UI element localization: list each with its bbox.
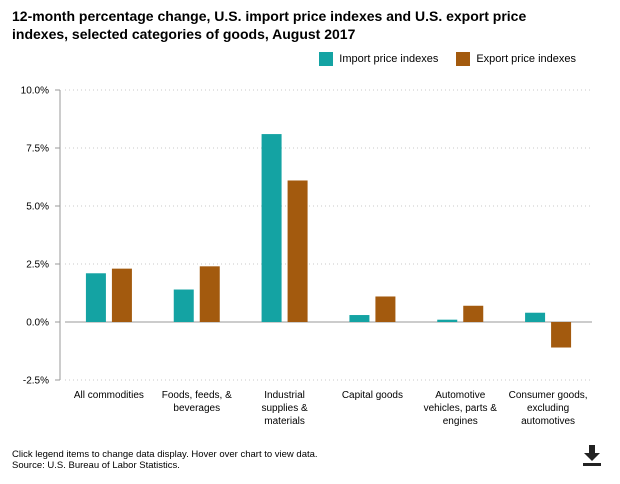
footer-source: Source: U.S. Bureau of Labor Statistics.: [12, 460, 180, 471]
x-category-label: Automotive vehicles, parts & engines: [424, 390, 498, 427]
x-category-label: All commodities: [74, 390, 144, 401]
export-bar[interactable]: Export price indexes: 2.3%: [111, 268, 132, 322]
import-bar[interactable]: Import price indexes: 8.1%: [261, 134, 282, 322]
legend-label-import: Import price indexes: [339, 53, 439, 65]
import-bar[interactable]: Import price indexes: 0.1%: [437, 319, 458, 322]
legend-swatch-import: [319, 52, 334, 66]
footer-note: Click legend items to change data displa…: [12, 449, 318, 460]
y-tick-label: 7.5%: [26, 144, 49, 155]
y-tick-label: 2.5%: [26, 260, 49, 271]
legend-item-import[interactable]: Import price indexes: [319, 52, 438, 66]
y-tick-label: 5.0%: [26, 202, 49, 213]
import-bar[interactable]: Import price indexes: 0.3%: [349, 315, 370, 322]
y-tick-label: 0.0%: [26, 318, 49, 329]
legend-swatch-export: [456, 52, 471, 66]
import-bar[interactable]: Import price indexes: 2.1%: [85, 273, 106, 322]
legend-label-export: Export price indexes: [476, 53, 576, 65]
import-bar[interactable]: Import price indexes: 0.4%: [525, 312, 546, 322]
legend-item-export[interactable]: Export price indexes: [456, 52, 576, 66]
y-tick-label: 10.0%: [21, 86, 49, 97]
x-category-label: Consumer goods, excluding automotives: [509, 390, 588, 427]
x-category-label: Foods, feeds, & beverages: [162, 390, 232, 414]
export-bar[interactable]: Export price indexes: 1.1%: [375, 296, 396, 322]
chart-footer: Click legend items to change data displa…: [12, 449, 318, 471]
export-bar[interactable]: Export price indexes: 0.7%: [463, 305, 484, 322]
legend: Import price indexes Export price indexe…: [319, 52, 576, 66]
x-category-label: Capital goods: [342, 390, 403, 401]
export-bar[interactable]: Export price indexes: 2.4%: [199, 266, 220, 322]
export-bar[interactable]: Export price indexes: 6.1%: [287, 180, 308, 322]
download-icon[interactable]: [582, 444, 602, 466]
x-category-label: Industrial supplies & materials: [262, 390, 308, 427]
y-tick-label: -2.5%: [23, 376, 49, 387]
export-bar[interactable]: Export price indexes: -1.1%: [551, 322, 572, 348]
import-bar[interactable]: Import price indexes: 1.4%: [173, 289, 194, 322]
chart-title: 12-month percentage change, U.S. import …: [12, 8, 527, 42]
